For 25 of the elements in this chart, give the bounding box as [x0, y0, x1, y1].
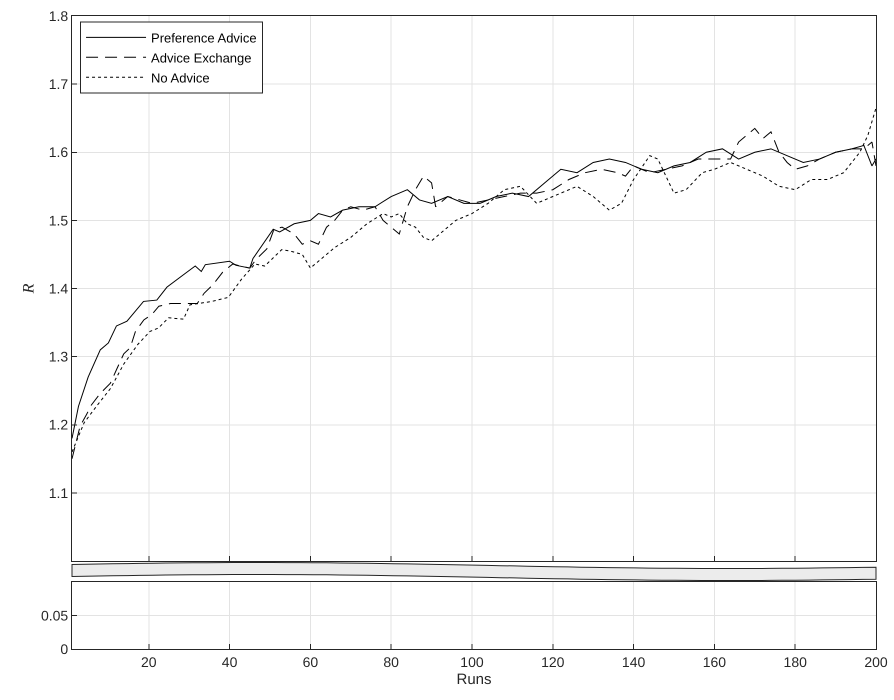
y-tick-label: 0.05: [40, 607, 68, 624]
y-tick-label: 0: [60, 640, 68, 657]
y-tick-label: 1.8: [48, 8, 68, 24]
x-tick-label: 80: [383, 654, 400, 670]
y-tick-label: 1.6: [48, 144, 68, 160]
y-tick-label: 1.3: [48, 348, 68, 365]
y-tick-label: 1.5: [48, 212, 68, 228]
y-tick-label: 1.7: [48, 76, 68, 92]
legend-label: No Advice: [151, 70, 210, 86]
legend-label: Advice Exchange: [151, 50, 252, 66]
x-tick-label: 120: [541, 654, 565, 670]
x-tick-label: 200: [864, 654, 888, 670]
legend-label: Preference Advice: [151, 30, 257, 46]
x-tick-label: 60: [302, 654, 318, 670]
y-tick-label: 1.4: [48, 280, 68, 296]
x-tick-label: 100: [460, 654, 484, 670]
x-tick-label: 40: [222, 654, 238, 670]
y-axis-title: R: [20, 283, 38, 294]
x-tick-label: 180: [784, 654, 808, 670]
x-axis-title: Runs: [456, 670, 492, 688]
x-tick-label: 140: [622, 654, 646, 670]
y-tick-label: 1.2: [48, 416, 68, 433]
x-tick-label: 20: [140, 654, 157, 670]
y-tick-label: 1.1: [48, 484, 68, 501]
x-tick-label: 160: [702, 654, 726, 670]
